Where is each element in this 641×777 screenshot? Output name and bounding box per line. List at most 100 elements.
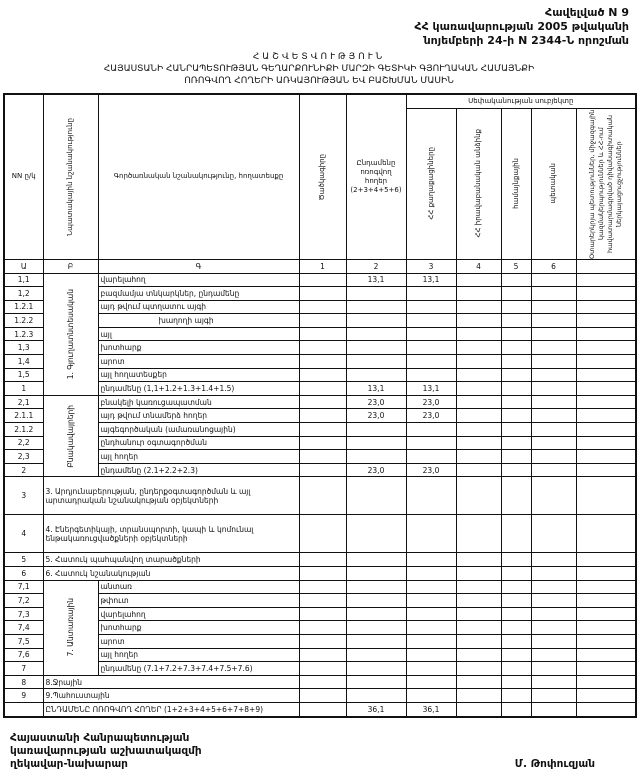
row-number: 1.2.3 xyxy=(3,326,44,342)
code-cell xyxy=(298,552,347,567)
c6-cell xyxy=(575,286,637,301)
c2-cell xyxy=(405,299,457,315)
c2-cell xyxy=(405,606,457,622)
code-cell xyxy=(298,272,347,288)
row-label: վարելահող xyxy=(97,606,300,622)
header-nn: NN ը/կ xyxy=(3,93,44,260)
c4-cell xyxy=(500,514,532,554)
c5-cell xyxy=(530,394,577,410)
c5-cell xyxy=(530,476,577,516)
total-cell: 13,1 xyxy=(345,381,407,396)
c2-cell xyxy=(405,476,457,516)
header-purpose-cell: Նպատակային նշանակությունը xyxy=(42,93,99,260)
c5-cell xyxy=(530,701,577,718)
row-number: 2,2 xyxy=(3,435,44,451)
table-row: 6 6. Հատուկ նշանակության xyxy=(3,566,637,581)
table-row: 2,1 Բնակավայրերի բնակելի կառուցապատման 23,0… xyxy=(3,394,637,478)
c5-cell xyxy=(530,381,577,396)
row-label: այլ հողեր xyxy=(97,647,300,663)
total-cell: 36,1 xyxy=(345,701,407,718)
header-owner-group: Սեփականության սուբյեկտը xyxy=(405,93,637,109)
c2-cell: 36,1 xyxy=(405,701,457,718)
c6-cell xyxy=(575,449,637,464)
c3-cell xyxy=(455,422,502,437)
c4-cell xyxy=(500,326,532,342)
c6-cell xyxy=(575,354,637,369)
table-row: 2,2 ընդհանուր օգտագործման xyxy=(3,435,637,451)
c2-cell xyxy=(405,367,457,383)
c6-cell xyxy=(575,688,637,703)
c5-cell xyxy=(530,367,577,383)
c4-cell xyxy=(500,422,532,437)
total-cell xyxy=(345,566,407,581)
c4-cell xyxy=(500,394,532,410)
c5-cell xyxy=(530,462,577,478)
c2-cell xyxy=(405,593,457,608)
table-row: 7,6 այլ հողեր xyxy=(3,647,637,663)
c5-cell xyxy=(530,552,577,567)
c3-cell xyxy=(455,462,502,478)
c5-cell xyxy=(530,272,577,288)
c6-cell xyxy=(575,647,637,663)
table-row: 1,5 այլ հողատեսքեր xyxy=(3,367,637,383)
c4-cell xyxy=(500,593,532,608)
total-cell: 23,0 xyxy=(345,408,407,424)
row-label: ընդամենը (2.1+2.2+2.3) xyxy=(97,462,300,478)
c4-cell xyxy=(500,688,532,703)
row-number: 7,1 xyxy=(3,579,44,595)
header-c5: պետական xyxy=(549,163,557,204)
code-cell xyxy=(298,701,347,718)
total-cell xyxy=(345,476,407,516)
c6-cell xyxy=(575,514,637,554)
row-number: 5 xyxy=(3,552,44,567)
row-label: 6. Հատուկ նշանակության xyxy=(42,566,300,581)
c2-cell xyxy=(405,579,457,595)
c5-cell xyxy=(530,647,577,663)
row-label: 4. Էներգետիկայի, տրանսպորտի, կապի և կոմո… xyxy=(42,514,300,554)
table-row: 2,3 այլ հողեր xyxy=(3,449,637,464)
c4-cell xyxy=(500,408,532,424)
c6-cell xyxy=(575,299,637,315)
c6-cell xyxy=(575,367,637,383)
table-row: 1,1 1. Գյուղատնտեսական վարելահող 13,1 13,1 xyxy=(3,272,637,396)
total-cell xyxy=(345,593,407,608)
c3-cell xyxy=(455,514,502,554)
c5-cell xyxy=(530,661,577,676)
table-row: 7,1 7. Անտառային անտառ xyxy=(3,579,637,676)
c6-cell xyxy=(575,701,637,718)
row-label: այդ թվում տնամերձ հողեր xyxy=(97,408,300,424)
code-cell xyxy=(298,286,347,301)
row-label: արոտ xyxy=(97,633,300,649)
c6-cell xyxy=(575,579,637,595)
row-label: ընդամենը (1,1+1.2+1.3+1.4+1.5) xyxy=(97,381,300,396)
total-cell xyxy=(345,313,407,328)
row-number: 3 xyxy=(3,476,44,516)
total-cell xyxy=(345,326,407,342)
c6-cell xyxy=(575,620,637,635)
code-cell xyxy=(298,299,347,315)
total-cell: 23,0 xyxy=(345,462,407,478)
c2-cell: 13,1 xyxy=(405,381,457,396)
c2-cell xyxy=(405,514,457,554)
c6-cell xyxy=(575,674,637,690)
header-c4-cell: համայնքային xyxy=(500,107,532,260)
header-purpose: Նպատակային նշանակությունը xyxy=(66,117,74,236)
c5-cell xyxy=(530,449,577,464)
c2-cell xyxy=(405,661,457,676)
table-row: 8 8.Ջրային xyxy=(3,674,637,690)
row-label: 5. Հատուկ պահպանվող տարածքների xyxy=(42,552,300,567)
c5-cell xyxy=(530,633,577,649)
c3-cell xyxy=(455,688,502,703)
index-cell: 2 xyxy=(345,258,407,274)
row-label: խաղողի այգի xyxy=(97,313,300,328)
total-cell xyxy=(345,661,407,676)
c3-cell xyxy=(455,326,502,342)
annex-line: նոյեմբերի 24-ի N 2344-Ն որոշման xyxy=(423,34,629,47)
footer-position: Հայաստանի Հանրապետության կառավարության ա… xyxy=(10,732,202,771)
row-number xyxy=(3,701,44,718)
c2-cell xyxy=(405,620,457,635)
signature-block: Հայաստանի Հանրապետության կառավարության ա… xyxy=(3,732,635,771)
c6-cell xyxy=(575,313,637,328)
